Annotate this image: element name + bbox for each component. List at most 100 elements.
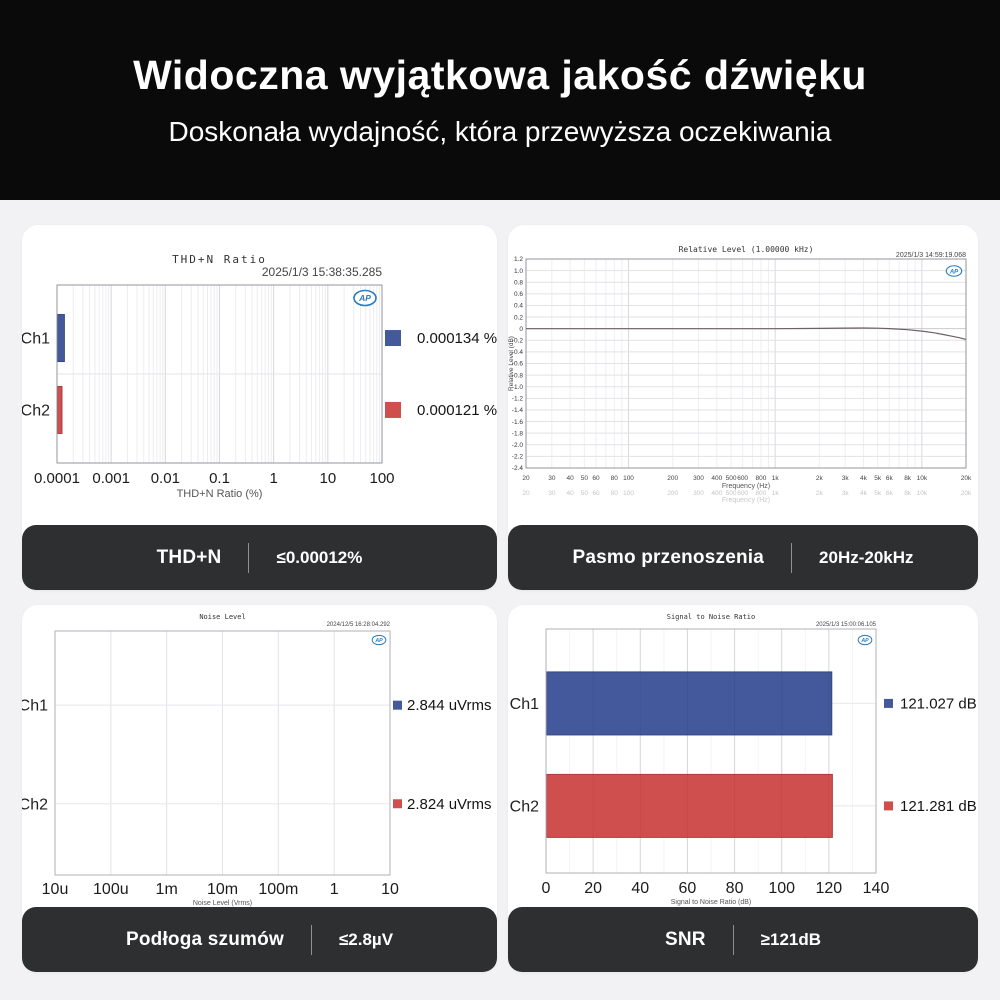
x-axis-label: THD+N Ratio (%) bbox=[177, 488, 263, 500]
svg-text:500: 500 bbox=[726, 490, 737, 497]
svg-text:20: 20 bbox=[584, 880, 602, 897]
svg-text:0: 0 bbox=[519, 326, 523, 333]
noise-floor-caption-label: Podłoga szumów bbox=[125, 928, 284, 950]
svg-text:100u: 100u bbox=[93, 881, 129, 898]
svg-text:-1.0: -1.0 bbox=[512, 384, 524, 391]
svg-text:500: 500 bbox=[726, 475, 737, 482]
svg-text:0.0001: 0.0001 bbox=[34, 470, 80, 487]
svg-text:200: 200 bbox=[667, 490, 678, 497]
thdn-caption-label: THD+N bbox=[156, 546, 222, 568]
svg-text:1: 1 bbox=[330, 881, 339, 898]
svg-text:30: 30 bbox=[548, 490, 556, 497]
ap-logo-icon: AP bbox=[857, 634, 873, 646]
frequency-response-chart-svg: 1.2 1.0 0.8 0.6 0.4 0.2 0 -0.2 -0.4 -0.6 -0.8 -1.0 -… bbox=[508, 245, 972, 504]
svg-text:-2.2: -2.2 bbox=[512, 454, 524, 461]
page: Widoczna wyjątkowa jakość dźwięku Doskon… bbox=[0, 0, 1000, 972]
chart-timestamp: 2025/1/3 15:38:35.285 bbox=[262, 265, 382, 279]
svg-text:-2.0: -2.0 bbox=[512, 442, 524, 449]
svg-text:AP: AP bbox=[860, 638, 869, 644]
svg-text:10: 10 bbox=[319, 470, 336, 487]
frequency-response-chart: 1.2 1.0 0.8 0.6 0.4 0.2 0 -0.2 -0.4 -0.6 -0.8 -1.0 -… bbox=[508, 225, 978, 525]
snr-caption-value: ≥121dB bbox=[760, 929, 822, 949]
category-label: Ch1 bbox=[510, 696, 539, 713]
bar-ch1 bbox=[57, 314, 65, 363]
svg-text:AP: AP bbox=[358, 293, 371, 303]
noise-floor-chart: Ch1 Ch2 10u 100u 1m 10m 100m 1 10 Noise Level (Vr… bbox=[22, 605, 497, 907]
hero-banner: Widoczna wyjątkowa jakość dźwięku Doskon… bbox=[0, 0, 1000, 200]
frequency-response-caption-label: Pasmo przenoszenia bbox=[572, 546, 765, 568]
svg-text:100: 100 bbox=[623, 490, 634, 497]
ap-logo-icon: AP bbox=[371, 634, 387, 646]
svg-text:600: 600 bbox=[737, 475, 748, 482]
svg-text:80: 80 bbox=[611, 475, 619, 482]
chart-timestamp: 2025/1/3 14:59:19.068 bbox=[896, 252, 966, 259]
frequency-response-caption-divider bbox=[791, 542, 793, 573]
svg-text:200: 200 bbox=[667, 475, 678, 482]
legend-value: 121.281 dB bbox=[900, 798, 977, 815]
svg-text:8k: 8k bbox=[904, 490, 912, 497]
thdn-caption-divider bbox=[248, 542, 250, 573]
snr-card: Ch1 Ch2 0 20 40 60 80 100 120 140 Signal to Noise … bbox=[508, 605, 978, 972]
svg-text:800: 800 bbox=[756, 490, 767, 497]
svg-text:60: 60 bbox=[592, 490, 600, 497]
legend-swatch bbox=[884, 698, 893, 708]
svg-text:10: 10 bbox=[381, 881, 399, 898]
svg-text:AP: AP bbox=[949, 269, 958, 275]
chart-title: Relative Level (1.00000 kHz) bbox=[679, 245, 814, 254]
ap-logo-icon: AP bbox=[945, 265, 963, 277]
noise-floor-caption-divider bbox=[310, 924, 312, 955]
svg-text:0.001: 0.001 bbox=[92, 470, 130, 487]
svg-text:50: 50 bbox=[581, 490, 589, 497]
thdn-chart-svg: Ch1 Ch2 0.0001 0.001 0.01 0.1 1 10 100 THD+N Rati… bbox=[22, 253, 497, 500]
snr-chart: Ch1 Ch2 0 20 40 60 80 100 120 140 Signal to Noise … bbox=[508, 605, 978, 907]
svg-text:4k: 4k bbox=[860, 475, 868, 482]
svg-text:0.6: 0.6 bbox=[514, 291, 523, 298]
svg-text:300: 300 bbox=[693, 475, 704, 482]
legend-value: 2.844 uVrms bbox=[407, 697, 492, 714]
category-label: Ch1 bbox=[22, 698, 48, 715]
svg-text:0: 0 bbox=[542, 880, 551, 897]
category-label: Ch2 bbox=[510, 798, 539, 815]
chart-timestamp: 2024/12/5 16:28:04.292 bbox=[327, 622, 391, 628]
svg-text:600: 600 bbox=[737, 490, 748, 497]
x-axis-label: Frequency (Hz) bbox=[722, 497, 770, 504]
bar-ch1 bbox=[546, 671, 833, 736]
svg-text:20k: 20k bbox=[961, 490, 972, 497]
svg-text:40: 40 bbox=[631, 880, 649, 897]
svg-text:60: 60 bbox=[679, 880, 697, 897]
svg-text:20: 20 bbox=[522, 490, 530, 497]
thdn-caption: THD+N ≤0.00012% bbox=[22, 525, 497, 590]
chart-timestamp: 2025/1/3 15:00:06.105 bbox=[816, 622, 877, 628]
svg-text:1.2: 1.2 bbox=[514, 256, 523, 263]
svg-text:400: 400 bbox=[711, 475, 722, 482]
svg-text:3k: 3k bbox=[842, 475, 850, 482]
page-subtitle: Doskonała wydajność, która przewyższa oc… bbox=[168, 116, 832, 147]
svg-text:-1.6: -1.6 bbox=[512, 419, 524, 426]
bar-ch2 bbox=[57, 385, 63, 434]
svg-text:0.8: 0.8 bbox=[514, 279, 523, 286]
svg-text:120: 120 bbox=[816, 880, 843, 897]
svg-text:40: 40 bbox=[567, 490, 575, 497]
noise-floor-caption-value: ≤2.8µV bbox=[338, 929, 394, 949]
svg-text:6k: 6k bbox=[886, 490, 894, 497]
svg-text:AP: AP bbox=[374, 638, 383, 644]
x-axis-label: Signal to Noise Ratio (dB) bbox=[671, 899, 752, 906]
svg-text:400: 400 bbox=[711, 490, 722, 497]
svg-text:-1.2: -1.2 bbox=[512, 396, 524, 403]
svg-text:10k: 10k bbox=[917, 475, 928, 482]
svg-text:-0.8: -0.8 bbox=[512, 372, 524, 379]
svg-text:40: 40 bbox=[567, 475, 575, 482]
svg-text:50: 50 bbox=[581, 475, 589, 482]
legend-swatch bbox=[884, 801, 893, 811]
snr-chart-svg: Ch1 Ch2 0 20 40 60 80 100 120 140 Signal to Noise … bbox=[510, 613, 977, 906]
svg-text:80: 80 bbox=[611, 490, 619, 497]
snr-caption-divider bbox=[732, 924, 734, 955]
frequency-response-caption-value: 20Hz-20kHz bbox=[819, 547, 914, 567]
svg-text:1: 1 bbox=[269, 470, 277, 487]
svg-text:100: 100 bbox=[768, 880, 795, 897]
svg-text:5k: 5k bbox=[874, 475, 882, 482]
svg-text:1m: 1m bbox=[156, 881, 178, 898]
svg-text:2k: 2k bbox=[816, 490, 824, 497]
svg-text:20: 20 bbox=[522, 475, 530, 482]
svg-text:1.0: 1.0 bbox=[514, 268, 523, 275]
